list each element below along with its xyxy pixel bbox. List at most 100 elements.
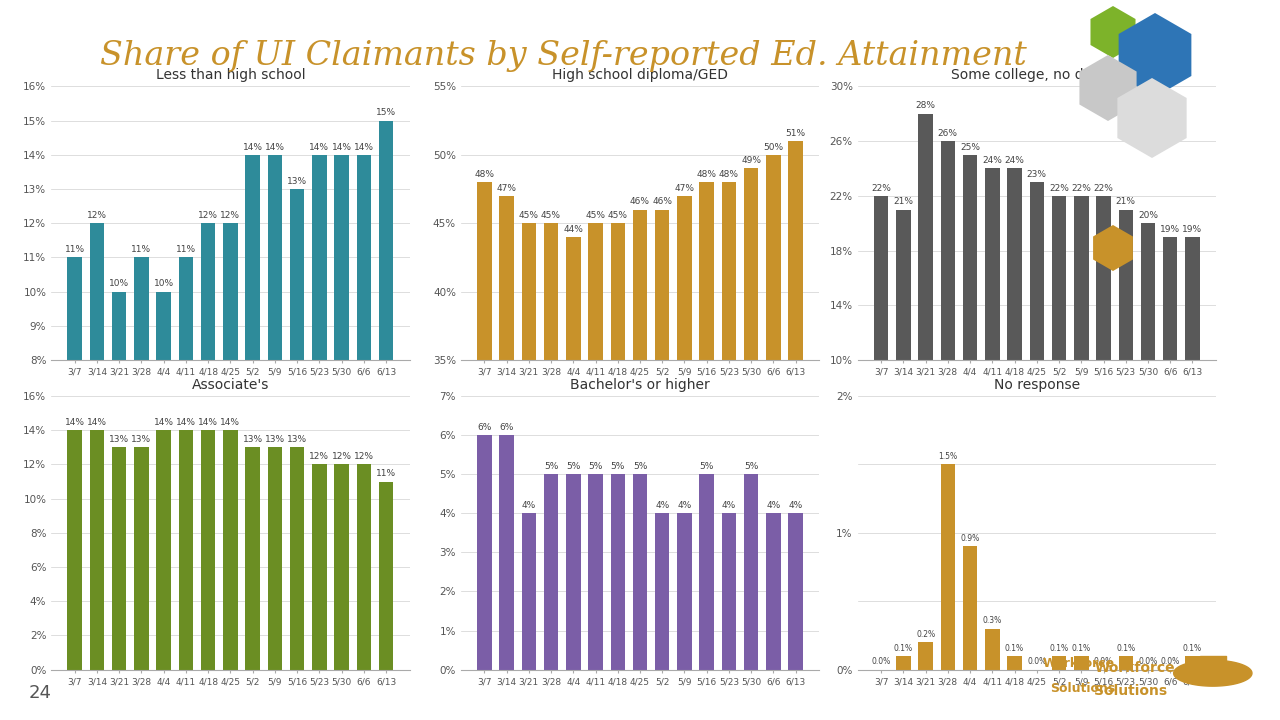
Bar [744, 168, 759, 720]
Text: 14%: 14% [87, 418, 108, 427]
Text: 0.1%: 0.1% [1116, 644, 1135, 652]
Bar [1140, 223, 1156, 497]
Text: 4%: 4% [722, 501, 736, 510]
Text: 14%: 14% [154, 418, 174, 427]
Bar [268, 155, 282, 634]
Bar [544, 474, 558, 670]
Bar [722, 513, 736, 670]
Text: 19%: 19% [1160, 225, 1180, 233]
Bar [68, 430, 82, 670]
Bar [699, 474, 714, 670]
Title: High school diploma/GED: High school diploma/GED [552, 68, 728, 83]
Bar [1164, 237, 1178, 497]
Text: 48%: 48% [696, 170, 717, 179]
Text: 14%: 14% [220, 418, 241, 427]
Polygon shape [1117, 78, 1187, 158]
Text: 21%: 21% [893, 197, 914, 206]
Bar [1074, 196, 1088, 497]
Text: 24: 24 [28, 685, 51, 703]
Text: 49%: 49% [741, 156, 762, 165]
Bar [744, 474, 759, 670]
Bar [499, 196, 513, 720]
Bar [246, 447, 260, 670]
Text: 11%: 11% [376, 469, 396, 478]
Text: 45%: 45% [541, 211, 561, 220]
Bar [134, 257, 148, 634]
Text: 5%: 5% [589, 462, 603, 471]
Text: 14%: 14% [332, 143, 352, 151]
Bar [289, 447, 305, 670]
Polygon shape [1119, 13, 1192, 97]
Bar [1052, 656, 1066, 670]
Bar [201, 223, 215, 634]
Bar [1052, 196, 1066, 497]
Polygon shape [1174, 660, 1252, 686]
Bar [90, 430, 104, 670]
Bar [896, 656, 910, 670]
Bar [767, 155, 781, 720]
Bar [611, 223, 625, 720]
Bar [655, 210, 669, 720]
Bar [1185, 237, 1199, 497]
Bar [201, 430, 215, 670]
Bar [379, 482, 393, 670]
Bar [632, 474, 648, 670]
Title: Associate's: Associate's [192, 378, 269, 392]
Text: 22%: 22% [1050, 184, 1069, 192]
Text: Workforce: Workforce [1094, 662, 1175, 675]
Bar [289, 189, 305, 634]
Bar [156, 430, 172, 670]
Text: 13%: 13% [109, 435, 129, 444]
Text: 10%: 10% [109, 279, 129, 288]
Bar [179, 257, 193, 634]
Text: 5%: 5% [611, 462, 625, 471]
Title: Less than high school: Less than high school [156, 68, 305, 83]
Bar [589, 474, 603, 670]
Text: 0.1%: 0.1% [1050, 644, 1069, 652]
Bar [963, 546, 978, 670]
Bar [111, 292, 127, 634]
Bar [767, 513, 781, 670]
Text: 22%: 22% [1071, 184, 1092, 192]
Text: 28%: 28% [915, 102, 936, 110]
Text: 26%: 26% [938, 129, 957, 138]
Bar [722, 182, 736, 720]
Text: 46%: 46% [653, 197, 672, 206]
Text: 24%: 24% [982, 156, 1002, 165]
Text: Share of UI Claimants by Self-reported Ed. Attainment: Share of UI Claimants by Self-reported E… [100, 40, 1027, 71]
Bar [477, 182, 492, 720]
Bar [90, 223, 104, 634]
Bar [1119, 210, 1133, 497]
Bar [611, 474, 625, 670]
Bar [357, 464, 371, 670]
Text: 12%: 12% [332, 452, 352, 461]
Bar [246, 155, 260, 634]
Text: 51%: 51% [786, 129, 805, 138]
Text: 14%: 14% [175, 418, 196, 427]
Bar [874, 196, 888, 497]
Text: 6%: 6% [499, 423, 513, 432]
Bar [632, 210, 648, 720]
Bar [334, 155, 349, 634]
Text: 20%: 20% [1138, 211, 1158, 220]
Bar [134, 447, 148, 670]
Bar [111, 447, 127, 670]
Bar [521, 513, 536, 670]
Text: 0.1%: 0.1% [893, 644, 913, 652]
Bar [566, 474, 581, 670]
Bar [223, 430, 238, 670]
Bar [677, 513, 691, 670]
Text: 47%: 47% [675, 184, 695, 192]
Text: 0.0%: 0.0% [1138, 657, 1157, 666]
Text: 22%: 22% [1093, 184, 1114, 192]
Bar [699, 182, 714, 720]
Text: 4%: 4% [767, 501, 781, 510]
Bar [312, 155, 326, 634]
Text: 5%: 5% [700, 462, 714, 471]
Text: 50%: 50% [763, 143, 783, 151]
Bar [941, 464, 955, 670]
Title: No response: No response [993, 378, 1080, 392]
Text: Solutions: Solutions [1050, 682, 1115, 695]
Text: 14%: 14% [310, 143, 329, 151]
Polygon shape [1079, 55, 1137, 121]
